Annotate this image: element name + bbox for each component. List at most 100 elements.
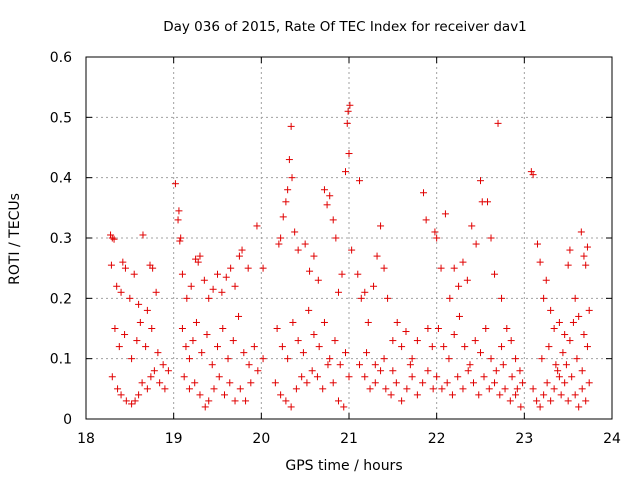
data-point <box>148 325 156 332</box>
data-point <box>320 186 328 194</box>
data-point <box>314 276 322 284</box>
data-point <box>413 337 421 345</box>
data-point <box>135 300 143 308</box>
data-point <box>196 252 204 260</box>
data-point <box>259 264 267 272</box>
data-point <box>419 379 427 387</box>
data-point <box>284 186 292 194</box>
data-point <box>221 391 229 399</box>
x-axis-tick-labels: 18 19 20 21 22 23 24 <box>77 431 621 447</box>
data-point <box>177 234 185 242</box>
data-point <box>461 343 469 351</box>
data-point <box>484 198 492 206</box>
data-point <box>138 379 146 387</box>
data-point <box>174 216 182 224</box>
data-point <box>441 210 449 218</box>
y-tick-label: 0.5 <box>50 110 72 126</box>
data-point <box>136 318 144 326</box>
data-point <box>366 385 374 393</box>
data-point <box>578 385 586 393</box>
data-point <box>277 234 285 242</box>
data-point <box>154 349 162 357</box>
data-point <box>446 294 454 302</box>
data-point <box>336 361 344 369</box>
data-point <box>480 373 488 381</box>
data-point <box>215 373 223 381</box>
x-tick-label: 18 <box>77 431 95 447</box>
data-point <box>341 168 349 176</box>
data-point <box>434 325 442 332</box>
data-point <box>555 318 563 326</box>
data-point <box>334 288 342 296</box>
data-point <box>566 246 574 254</box>
data-point <box>294 337 302 345</box>
data-point <box>226 379 234 387</box>
data-point <box>422 216 430 224</box>
data-point <box>279 213 287 221</box>
data-point <box>200 276 208 284</box>
data-point <box>185 385 193 393</box>
data-point <box>238 246 246 254</box>
data-point <box>578 367 586 375</box>
data-point <box>287 122 295 130</box>
data-point <box>547 397 555 405</box>
data-point <box>291 228 299 236</box>
data-point <box>305 306 313 314</box>
data-point <box>580 331 588 339</box>
data-point <box>408 373 416 381</box>
data-point <box>277 391 285 399</box>
data-point <box>398 397 406 405</box>
data-point <box>164 367 172 375</box>
data-point <box>384 294 392 302</box>
data-point <box>107 261 115 269</box>
data-point <box>210 385 218 393</box>
data-point <box>247 379 255 387</box>
data-point <box>115 343 123 351</box>
data-point <box>550 325 558 332</box>
data-point <box>438 385 446 393</box>
data-point <box>244 264 252 272</box>
data-point <box>529 385 537 393</box>
data-point <box>326 192 334 200</box>
data-point <box>130 270 138 278</box>
data-point <box>273 325 281 332</box>
data-point <box>585 306 593 314</box>
data-point <box>139 231 147 239</box>
data-point <box>205 294 213 302</box>
data-point <box>319 385 327 393</box>
data-point <box>468 222 476 230</box>
data-point <box>229 337 237 345</box>
data-point <box>117 391 125 399</box>
data-point <box>582 261 590 269</box>
data-point <box>494 119 502 127</box>
data-point <box>498 294 506 302</box>
data-point <box>371 379 379 387</box>
data-point <box>508 373 516 381</box>
data-point <box>240 349 248 357</box>
data-point <box>361 288 369 296</box>
y-tick-label: 0.2 <box>50 291 72 307</box>
data-point <box>108 234 116 242</box>
data-point <box>143 385 151 393</box>
data-point <box>443 379 451 387</box>
data-point <box>512 391 520 399</box>
data-point <box>292 385 300 393</box>
data-point <box>128 355 136 363</box>
data-point <box>175 207 183 215</box>
data-point <box>406 361 414 369</box>
data-point <box>377 367 385 375</box>
data-point <box>555 373 563 381</box>
data-point <box>346 101 354 109</box>
data-point <box>344 107 352 115</box>
data-point <box>450 264 458 272</box>
data-point <box>492 367 500 375</box>
data-point <box>110 235 118 243</box>
y-tick-label: 0.3 <box>50 231 72 247</box>
data-point <box>564 397 572 405</box>
data-point <box>503 325 511 332</box>
data-point <box>547 306 555 314</box>
data-point <box>398 343 406 351</box>
data-point <box>562 361 570 369</box>
